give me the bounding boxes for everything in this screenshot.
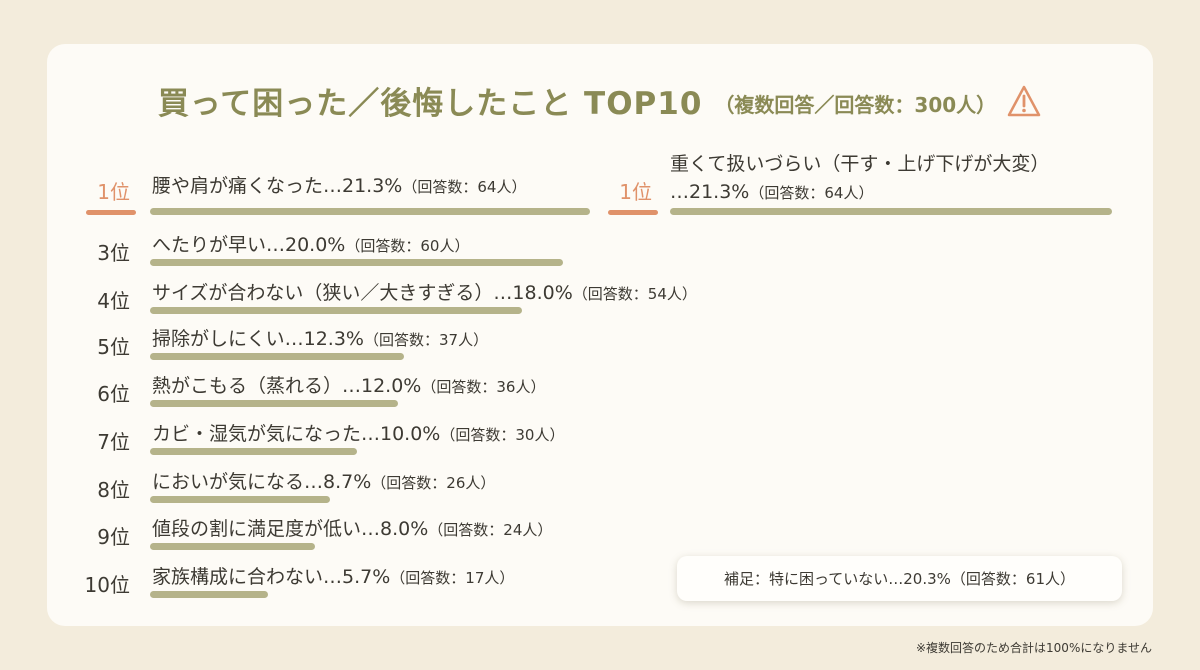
bar-label-text: 掃除がしにくい…12.3% (152, 328, 364, 350)
warning-triangle-icon (1007, 85, 1041, 116)
bar-9 (150, 543, 316, 550)
bar-label-8: においが気になる…8.7%（回答数：26人） (152, 469, 495, 496)
bar-3 (150, 259, 564, 266)
bar-label-1: 腰や肩が痛くなった…21.3%（回答数：64人） (152, 173, 526, 200)
bar-count: （回答数：24人） (428, 521, 553, 539)
bar-count: （回答数：36人） (421, 378, 546, 396)
title-row: 買って困った／後悔したこと TOP10 （複数回答／回答数：300人） (0, 78, 1200, 123)
rank-7: 7位 (97, 430, 130, 454)
bar-count: （回答数：30人） (440, 426, 565, 444)
supplement-note: 補足：特に困っていない…20.3%（回答数：61人） (677, 556, 1122, 601)
bar-label-text: へたりが早い…20.0% (152, 234, 346, 256)
rank-6: 6位 (97, 382, 130, 406)
rank-9: 9位 (97, 525, 130, 549)
bar-label-text: においが気になる…8.7% (152, 471, 372, 493)
bar-count: （回答数：64人） (402, 178, 527, 196)
bar-label-2: 重くて扱いづらい（干す・上げ下げが大変） (670, 153, 1050, 175)
bar-label-2-line2: …21.3%（回答数：64人） (670, 181, 874, 203)
bar-label-text: 熱がこもる（蒸れる）…12.0% (152, 375, 422, 397)
bar-10 (150, 591, 268, 598)
bar-label-10: 家族構成に合わない…5.7%（回答数：17人） (152, 564, 514, 591)
bar-label-text: 家族構成に合わない…5.7% (152, 566, 391, 588)
bar-label-6: 熱がこもる（蒸れる）…12.0%（回答数：36人） (152, 373, 545, 400)
footnote: ※複数回答のため合計は100%になりません (915, 641, 1152, 655)
bar-label-9: 値段の割に満足度が低い…8.0%（回答数：24人） (152, 516, 552, 543)
bar-1 (150, 208, 590, 215)
rank-1-underline (86, 210, 136, 215)
rank-1b-underline (608, 210, 658, 215)
bar-label-4: サイズが合わない（狭い／大きすぎる）…18.0%（回答数：54人） (152, 280, 697, 307)
bar-label-3: へたりが早い…20.0%（回答数：60人） (152, 232, 469, 259)
bar-7 (150, 448, 357, 455)
bar-label-text: サイズが合わない（狭い／大きすぎる）…18.0% (152, 282, 573, 304)
rank-8: 8位 (97, 478, 130, 502)
bar-4 (150, 307, 522, 314)
bar-2 (670, 208, 1112, 215)
bar-label-5: 掃除がしにくい…12.3%（回答数：37人） (152, 326, 488, 353)
bar-count: （回答数：60人） (345, 237, 470, 255)
bar-count: （回答数：26人） (371, 474, 496, 492)
rank-3: 3位 (97, 241, 130, 265)
bar-count: （回答数：64人） (749, 184, 874, 202)
chart-subtitle: （複数回答／回答数：300人） (714, 93, 997, 117)
bar-count: （回答数：17人） (390, 569, 515, 587)
chart-title: 買って困った／後悔したこと TOP10 (157, 86, 703, 122)
bar-label-text: カビ・湿気が気になった…10.0% (152, 423, 441, 445)
bar-count: （回答数：37人） (363, 331, 489, 349)
bar-label-7: カビ・湿気が気になった…10.0%（回答数：30人） (152, 421, 564, 448)
rank-1b: 1位 (619, 180, 652, 204)
chart-card (47, 44, 1153, 626)
bar-5 (150, 353, 405, 360)
bar-count: （回答数：54人） (572, 285, 697, 303)
bar-6 (150, 400, 398, 407)
bar-label-text: 値段の割に満足度が低い…8.0% (152, 518, 429, 540)
rank-10: 10位 (84, 573, 130, 597)
rank-5: 5位 (97, 335, 130, 359)
rank-1: 1位 (97, 180, 130, 204)
rank-4: 4位 (97, 289, 130, 313)
bar-8 (150, 496, 330, 503)
bar-label-text: 腰や肩が痛くなった…21.3% (152, 175, 403, 197)
